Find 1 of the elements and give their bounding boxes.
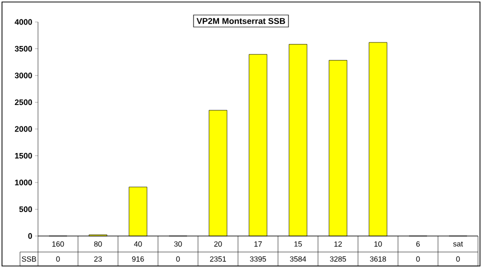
chart-title: VP2M Montserrat SSB [196, 18, 286, 24]
